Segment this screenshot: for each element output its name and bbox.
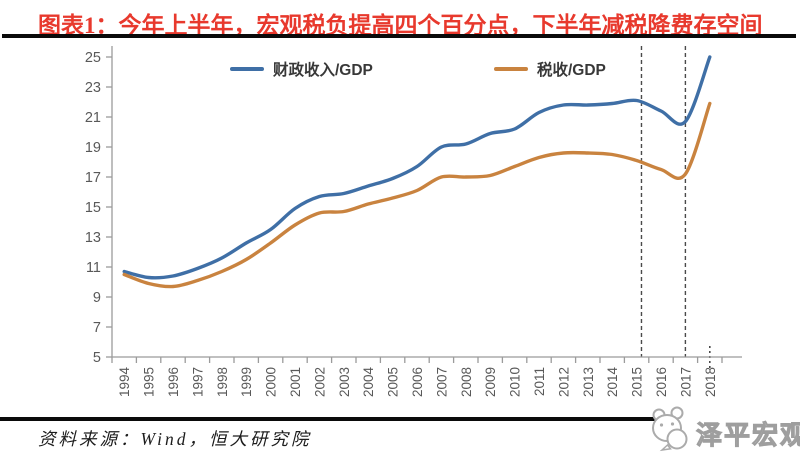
x-tick-label: 2005 <box>386 367 401 397</box>
y-tick-label: 11 <box>86 260 101 276</box>
x-tick-label: 1994 <box>117 367 132 398</box>
footer-divider <box>0 417 658 421</box>
x-tick-label: 2006 <box>410 367 425 397</box>
x-tick-label: 2008 <box>459 367 474 397</box>
y-tick-label: 5 <box>93 350 101 366</box>
y-tick-label: 19 <box>85 140 101 156</box>
x-tick-label: 2004 <box>361 367 376 398</box>
line-chart: 5 7 9 11 13 15 17 19 21 23 25 1994 1995 1996 1997 1998 1… <box>85 46 742 398</box>
series-line-1 <box>122 101 712 289</box>
y-tick-label: 17 <box>85 170 101 186</box>
x-tick-label: 2001 <box>288 367 303 397</box>
x-tick-label: 2011 <box>532 367 547 396</box>
x-tick-label: 2017 <box>678 367 693 397</box>
wechat-panda-logo-icon <box>652 406 688 452</box>
y-tick-label: 23 <box>85 80 101 96</box>
y-tick-label: 9 <box>93 290 101 306</box>
x-tick-label: 1995 <box>142 367 157 397</box>
x-tick-label: 2002 <box>312 367 327 397</box>
x-tick-label: 1999 <box>239 367 254 397</box>
x-tick-label: 1997 <box>190 367 205 397</box>
x-tick-label: 2018 <box>703 367 718 397</box>
x-tick-label: 2007 <box>434 367 449 397</box>
x-tick-label: 2010 <box>508 367 523 397</box>
x-tick-label: 2000 <box>264 367 279 397</box>
title-divider <box>2 34 796 38</box>
watermark-text: 泽平宏观 <box>695 419 800 450</box>
y-tick-label: 21 <box>85 110 101 126</box>
x-tick-label: 1996 <box>166 367 181 397</box>
y-tick-label: 15 <box>85 200 101 216</box>
watermark: 泽平宏观 <box>646 404 800 454</box>
y-tick-label: 25 <box>85 50 101 66</box>
x-tick-label: 2016 <box>654 367 669 397</box>
x-tick-label: 2009 <box>483 367 498 397</box>
chart-area: 5 7 9 11 13 15 17 19 21 23 25 1994 1995 1996 1997 1998 1… <box>0 40 800 415</box>
x-tick-label: 1998 <box>215 367 230 397</box>
x-tick-label: 2013 <box>581 367 596 397</box>
x-tick-label: 2003 <box>337 367 352 397</box>
y-tick-label: 13 <box>85 230 101 246</box>
source-note: 资料来源：Wind，恒大研究院 <box>38 429 312 449</box>
x-tick-label: 2014 <box>605 367 620 398</box>
series-line-0 <box>122 55 712 280</box>
x-tick-label: 2015 <box>630 367 645 397</box>
page-title: 图表1：今年上半年，宏观税负提高四个百分点，下半年减税降费存空间 <box>38 13 763 38</box>
x-tick-label: 2012 <box>556 367 571 397</box>
y-tick-label: 7 <box>93 320 101 336</box>
